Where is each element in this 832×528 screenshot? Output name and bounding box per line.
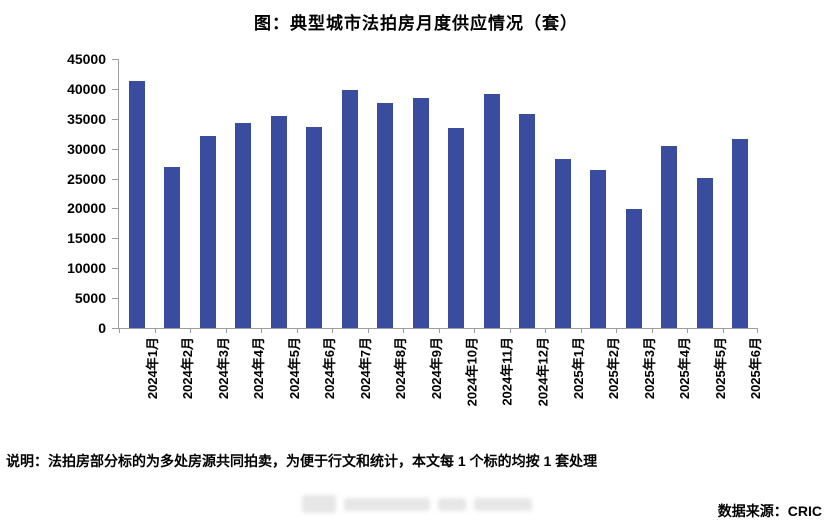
x-axis-label: 2024年11月	[499, 337, 515, 406]
note-text: 说明：法拍房部分标的为多处房源共同拍卖，为便于行文和统计，本文每 1 个标的均按…	[6, 453, 598, 469]
x-axis-label: 2025年4月	[677, 337, 693, 400]
y-axis-label: 45000	[67, 51, 106, 67]
bar	[590, 169, 607, 328]
x-axis-tick	[438, 329, 440, 333]
y-axis-tick	[112, 88, 118, 90]
bar	[661, 146, 678, 328]
bar	[448, 127, 465, 328]
bar	[732, 139, 749, 328]
y-axis-tick	[112, 59, 118, 60]
bar	[483, 93, 500, 328]
bar	[164, 167, 181, 328]
x-axis-tick	[119, 329, 120, 333]
x-axis-tick	[474, 329, 475, 333]
x-axis-tick	[545, 329, 546, 333]
y-axis-tick	[112, 238, 118, 240]
x-axis-label: 2024年9月	[428, 337, 444, 400]
x-axis-tick	[757, 329, 758, 333]
y-axis-tick	[112, 328, 118, 329]
x-axis-label: 2024年12月	[535, 337, 551, 407]
x-axis-tick	[722, 329, 724, 333]
plot-area	[112, 59, 758, 333]
x-axis-tick	[332, 329, 333, 333]
watermark-blob	[302, 495, 336, 513]
bar	[519, 114, 536, 328]
x-axis-label: 2025年3月	[641, 337, 657, 400]
bar	[199, 135, 216, 328]
x-axis-label: 2024年6月	[322, 337, 338, 400]
x-axis-label: 2025年2月	[606, 337, 622, 400]
x-axis-tick	[616, 329, 617, 333]
y-axis-tick	[112, 118, 118, 120]
chart-title: 图：典型城市法拍房月度供应情况（套）	[254, 14, 578, 33]
bar	[270, 116, 287, 328]
x-axis-tick	[580, 329, 582, 333]
x-axis-label: 2024年1月	[144, 337, 160, 400]
x-axis-tick	[261, 329, 262, 333]
x-axis-label: 2025年6月	[748, 337, 764, 400]
y-axis-label: 15000	[67, 230, 106, 247]
y-axis-labels: 45000 40000 35000 30000 25000 20000 15000 10000…	[0, 51, 106, 336]
y-axis-tick	[112, 298, 118, 300]
y-axis-tick	[112, 148, 118, 150]
y-axis-label: 0	[98, 320, 106, 336]
x-axis-label: 2024年5月	[286, 337, 302, 400]
x-axis-tick	[154, 329, 156, 333]
y-axis-label: 35000	[67, 110, 106, 127]
x-axis-tick	[190, 329, 191, 333]
watermark	[302, 492, 554, 516]
y-axis-label: 40000	[67, 80, 106, 97]
x-axis-label: 2024年4月	[251, 337, 267, 400]
watermark-blob	[474, 497, 532, 511]
y-axis-tick	[112, 208, 118, 210]
x-axis-tick	[296, 329, 298, 333]
bar	[128, 80, 145, 328]
bar	[412, 98, 429, 328]
y-axis-label: 25000	[67, 170, 106, 187]
y-axis-label: 5000	[74, 290, 106, 307]
x-axis-label: 2024年8月	[393, 337, 409, 400]
bar	[377, 102, 394, 328]
x-axis-tick	[367, 329, 369, 333]
y-axis-tick	[112, 268, 118, 270]
y-axis-label: 20000	[67, 200, 106, 217]
bar	[554, 158, 571, 328]
x-axis-tick	[403, 329, 404, 333]
bar	[341, 90, 358, 328]
bar	[696, 177, 713, 328]
bar	[306, 126, 323, 328]
x-axis-label: 2024年3月	[215, 337, 231, 400]
y-axis-tick	[112, 178, 118, 180]
x-axis-label: 2024年7月	[357, 337, 373, 400]
source-text: 数据来源：CRIC	[717, 503, 822, 519]
bar	[625, 209, 642, 328]
x-axis-tick	[225, 329, 227, 333]
x-axis-tick	[687, 329, 688, 333]
bar	[235, 122, 252, 328]
x-axis-label: 2025年1月	[570, 337, 586, 400]
x-axis-labels: 2024年1月 2024年2月 2024年3月 2024年4月 2024年5月 2024年…	[119, 337, 764, 441]
x-axis-label: 2025年5月	[712, 337, 728, 400]
y-axis-label: 10000	[67, 260, 106, 277]
x-axis-tick	[651, 329, 653, 333]
x-axis-label: 2024年2月	[180, 337, 196, 400]
x-axis-tick	[509, 329, 511, 333]
x-axis-label: 2024年10月	[464, 337, 480, 407]
y-axis-label: 30000	[67, 140, 106, 157]
watermark-blob	[344, 497, 430, 511]
watermark-blob	[438, 497, 466, 511]
